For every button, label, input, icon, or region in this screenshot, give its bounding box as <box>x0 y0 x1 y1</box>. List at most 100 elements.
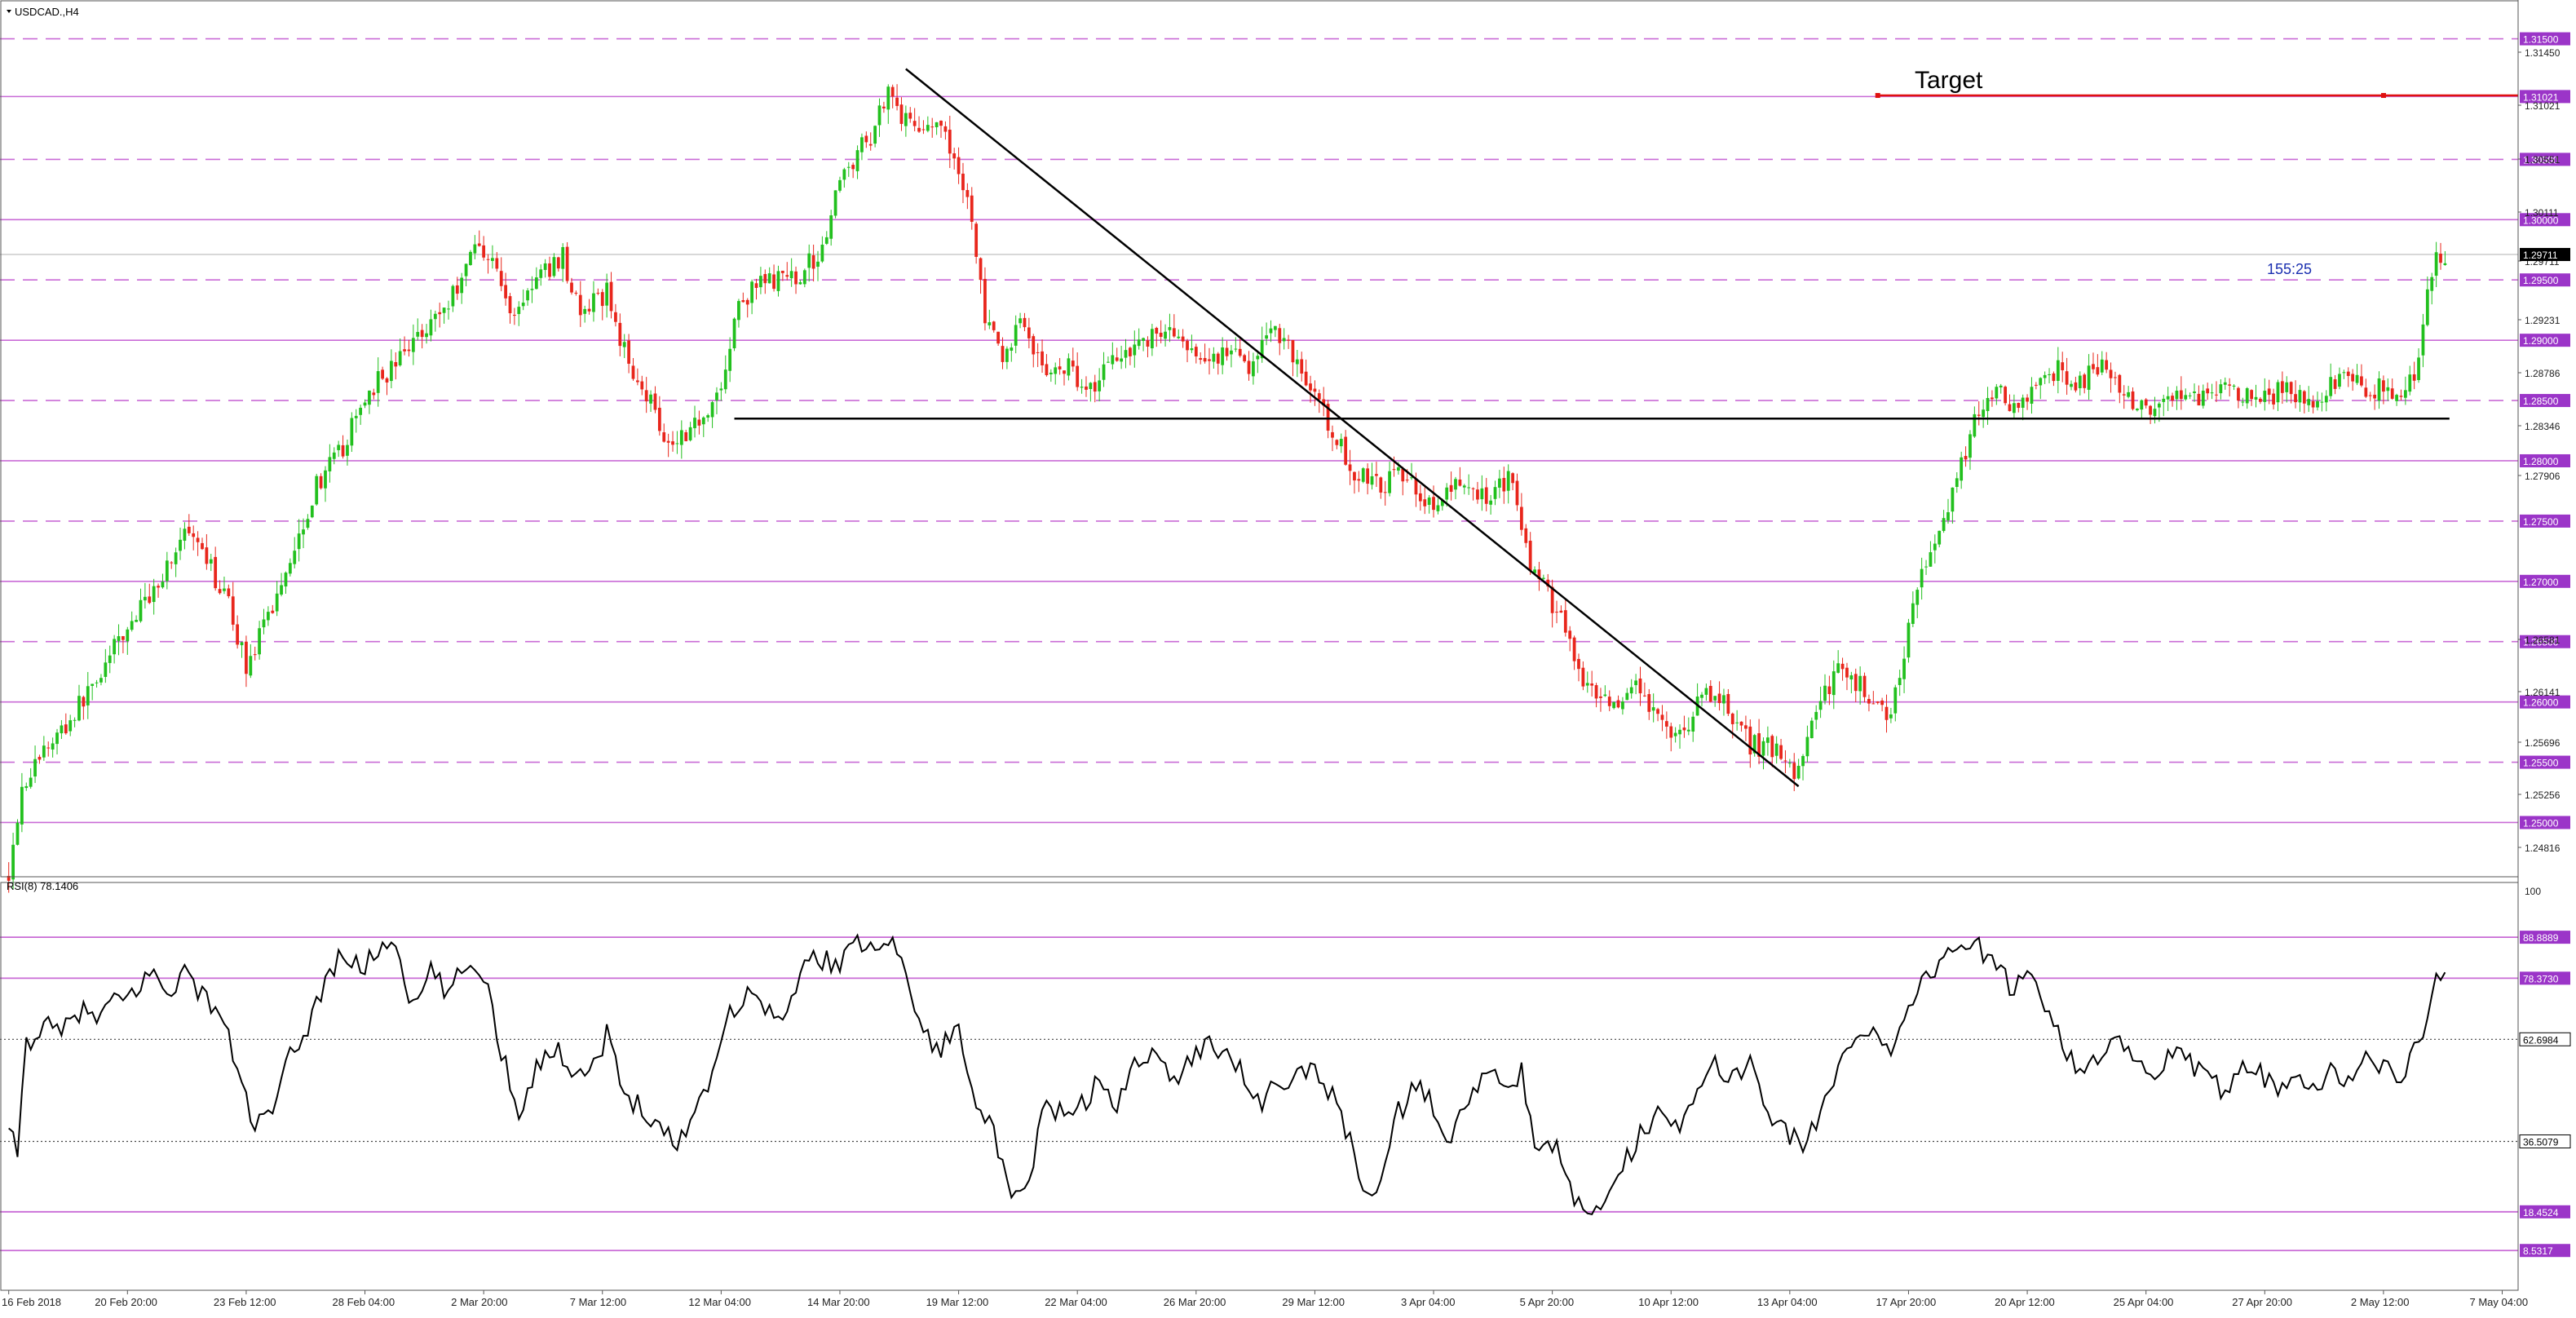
candle-body <box>1770 736 1774 758</box>
candle-body <box>565 246 569 281</box>
candle-body <box>1621 701 1624 710</box>
candle-body <box>20 786 24 825</box>
candle-body <box>719 388 723 391</box>
candle-body <box>754 283 758 289</box>
candle-body <box>1524 528 1528 543</box>
candle-body <box>1625 692 1629 701</box>
candle-body <box>2237 387 2240 401</box>
candle-body <box>2316 400 2319 408</box>
candle-body <box>1440 499 1444 506</box>
candle-body <box>1427 498 1431 505</box>
candle-body <box>688 427 692 440</box>
candle-body <box>882 106 886 108</box>
collapse-triangle-icon <box>7 10 11 13</box>
candle-body <box>2166 396 2170 400</box>
price-level-tag <box>2520 574 2570 588</box>
candle-body <box>2096 367 2100 375</box>
candle-body <box>1146 340 1150 347</box>
candle-body <box>1102 364 1106 380</box>
candle-body <box>1361 468 1365 482</box>
candle-body <box>328 457 332 471</box>
candle-body <box>1964 456 1968 460</box>
candle-body <box>2324 396 2328 403</box>
candle-body <box>354 415 358 418</box>
candle-body <box>363 402 367 406</box>
candle-body <box>1673 732 1677 736</box>
candle-body <box>1111 355 1115 365</box>
candle-body <box>187 526 191 533</box>
time-axis-tick-label: 14 Mar 20:00 <box>807 1296 870 1308</box>
candle-body <box>2434 252 2438 276</box>
candle-body <box>1898 678 1902 685</box>
candle-body <box>1823 685 1827 701</box>
candle-body <box>697 419 701 426</box>
candle-body <box>2338 374 2341 387</box>
candle-body <box>741 300 745 303</box>
price-level-tag-label: 1.27500 <box>2523 516 2559 528</box>
time-axis-tick-label: 5 Apr 20:00 <box>1520 1296 1575 1308</box>
candle-body <box>1999 385 2003 388</box>
candle-body <box>1467 487 1471 489</box>
candle-body <box>1871 703 1876 705</box>
candle-body <box>820 244 824 262</box>
candle-body <box>108 655 112 663</box>
candle-body <box>855 150 859 171</box>
price-axis-tick-label: 1.25696 <box>2525 737 2561 749</box>
candle-body <box>499 271 503 286</box>
candle-body <box>2052 373 2056 382</box>
candle-body <box>1664 721 1668 727</box>
candle-body <box>785 275 789 277</box>
time-axis-tick-label: 16 Feb 2018 <box>2 1296 61 1308</box>
candle-body <box>2386 387 2390 391</box>
candle-body <box>113 639 117 655</box>
price-axis-tick-label: 1.25256 <box>2525 789 2561 801</box>
candle-body <box>1436 505 1440 511</box>
candle-body <box>1792 763 1796 780</box>
candle-body <box>1129 347 1132 356</box>
candle-body <box>2210 392 2214 394</box>
candle-body <box>745 299 749 305</box>
candle-body <box>1172 328 1176 337</box>
candle-body <box>491 258 494 261</box>
candle-body <box>1858 675 1862 692</box>
candle-body <box>996 331 1001 344</box>
candle-body <box>280 585 283 595</box>
price-level-tag <box>2520 32 2570 46</box>
candle-body <box>802 270 806 285</box>
candle-body <box>2373 394 2377 399</box>
candle-body <box>2004 387 2007 404</box>
candle-body <box>2439 254 2442 263</box>
candle-body <box>1120 358 1124 362</box>
time-axis-tick-label: 25 Apr 04:00 <box>2114 1296 2174 1308</box>
candle-body <box>1537 569 1541 579</box>
candle-body <box>2193 391 2196 393</box>
candle-body <box>368 390 371 405</box>
candle-body <box>302 529 305 535</box>
candle-body <box>877 105 881 126</box>
candle-body <box>2289 382 2293 395</box>
candle-body <box>1005 348 1009 362</box>
candle-body <box>306 519 310 529</box>
candle-body <box>350 418 354 446</box>
candle-body <box>122 635 125 640</box>
price-level-tag <box>2520 755 2570 769</box>
candle-body <box>2223 382 2227 385</box>
candle-body <box>2175 390 2179 400</box>
candle-body <box>104 662 108 677</box>
candle-body <box>609 281 613 312</box>
candle-body <box>1686 729 1690 732</box>
candle-body <box>411 338 415 352</box>
candle-body <box>1282 338 1286 342</box>
candle-body <box>1313 388 1317 392</box>
candle-body <box>1713 696 1717 701</box>
candle-body <box>851 165 855 170</box>
price-axis-tick-label: 1.31450 <box>2525 47 2561 59</box>
candle-body <box>534 277 538 290</box>
candle-body <box>1889 714 1893 719</box>
candle-body <box>1014 325 1018 346</box>
rsi-axis-top-label: 100 <box>2525 886 2541 897</box>
candle-body <box>1761 741 1765 756</box>
candle-body <box>1647 694 1651 712</box>
price-level-tag <box>2520 695 2570 709</box>
